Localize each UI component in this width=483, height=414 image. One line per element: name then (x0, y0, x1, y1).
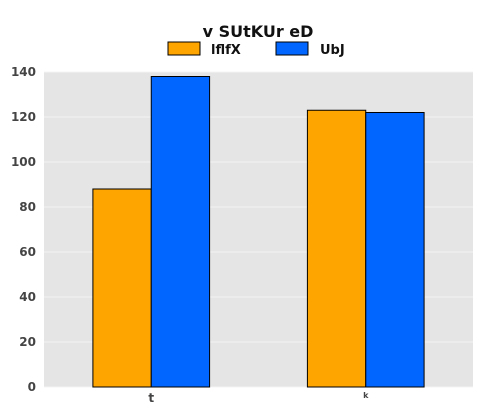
bars (92, 76, 425, 388)
bar-UbJ-k (365, 112, 425, 388)
y-tick-label: 20 (19, 335, 36, 349)
x-tick-label: t (148, 391, 154, 405)
bar-lflfX-t (92, 188, 152, 388)
chart-title: v SUtKUr eD (203, 22, 314, 41)
y-tick-label: 40 (19, 290, 36, 304)
y-tick-label: 120 (11, 110, 36, 124)
x-tick-label: k (363, 391, 369, 400)
y-tick-label: 140 (11, 65, 36, 79)
legend-swatch-UbJ (275, 41, 309, 56)
legend-label-UbJ: UbJ (320, 43, 345, 58)
legend-swatch-lflfX (167, 41, 201, 56)
y-axis-ticks: 0 20 40 60 80 100 120 140 (11, 65, 36, 394)
bar-lflfX-k (306, 109, 367, 388)
y-tick-label: 0 (28, 380, 36, 394)
y-tick-label: 60 (19, 245, 36, 259)
y-tick-label: 80 (19, 200, 36, 214)
y-tick-label: 100 (11, 155, 36, 169)
legend-label-lflfX: lflfX (211, 43, 241, 58)
bar-UbJ-t (150, 76, 211, 388)
legend: lflfX UbJ (167, 41, 345, 58)
